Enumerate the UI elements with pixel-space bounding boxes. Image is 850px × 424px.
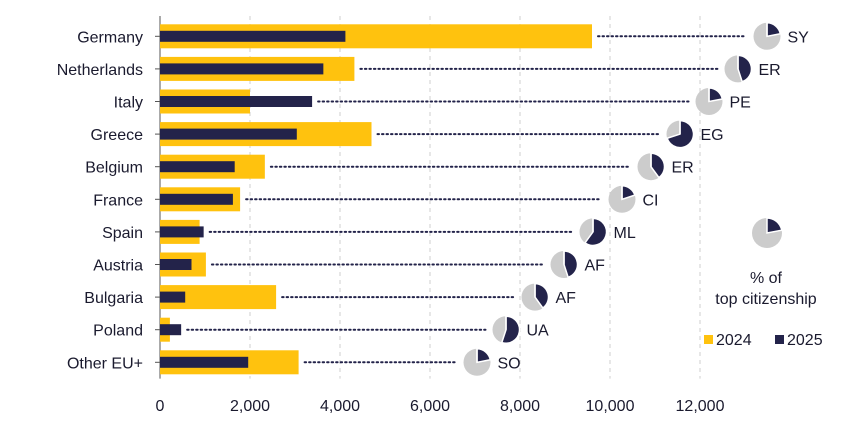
x-tick-label: 8,000	[500, 398, 540, 415]
bar-2025	[160, 259, 192, 270]
pie-share	[708, 87, 724, 103]
citizenship-code: PE	[730, 95, 751, 112]
legend: % of top citizenship 2024 2025	[704, 217, 823, 349]
category-label: Poland	[93, 323, 143, 340]
pie-share	[737, 54, 753, 83]
category-label: Austria	[93, 258, 143, 275]
category-label: Other EU+	[67, 355, 143, 372]
legend-label-2025: 2025	[787, 332, 823, 349]
bar-2025	[160, 193, 233, 205]
x-tick-label: 6,000	[410, 398, 450, 415]
category-label: France	[93, 192, 143, 209]
citizenship-code: ML	[614, 225, 636, 242]
legend-pie-label: % of top citizenship	[715, 270, 816, 308]
pie-share	[563, 250, 579, 279]
x-tick-label: 10,000	[586, 398, 635, 415]
citizenship-code: AF	[556, 290, 577, 307]
bar-2025	[160, 226, 204, 238]
bar-2025	[160, 63, 324, 75]
legend-label-2024: 2024	[716, 332, 752, 349]
pie-share	[534, 282, 550, 310]
category-label: Germany	[77, 29, 143, 46]
bars	[160, 24, 592, 375]
leader-lines	[186, 35, 748, 364]
x-tick-label: 0	[156, 398, 165, 415]
category-label: Bulgaria	[84, 290, 143, 307]
bar-2025	[160, 96, 313, 107]
legend-swatch-2024	[704, 335, 713, 344]
citizenship-code: ER	[672, 160, 694, 177]
citizenship-code: SO	[498, 355, 521, 372]
category-label: Netherlands	[57, 62, 143, 79]
citizenship-code: SY	[788, 29, 810, 46]
citizenship-code: UA	[527, 323, 550, 340]
pie-share	[476, 348, 492, 364]
bar-2025	[160, 356, 249, 368]
category-label: Greece	[91, 127, 144, 144]
category-labels: Germany Netherlands Italy Greece Belgium Fran…	[57, 29, 160, 372]
category-label: Belgium	[85, 160, 143, 177]
citizenship-code: ER	[759, 62, 781, 79]
bar-2025	[160, 128, 297, 140]
bar-2025	[160, 161, 235, 173]
x-tick-label: 4,000	[320, 398, 360, 415]
legend-swatch-2025	[775, 335, 784, 344]
legend-pie-share	[766, 217, 783, 234]
pies: SY ER PE EG ER CI ML AF AF UA SO	[463, 22, 810, 376]
bar-2025	[160, 291, 186, 303]
x-tick-label: 2,000	[230, 398, 270, 415]
bar-2025	[160, 30, 346, 42]
pie-share	[584, 217, 608, 247]
bar-2025	[160, 324, 182, 336]
citizenship-code: AF	[585, 258, 606, 275]
category-label: Spain	[102, 225, 143, 242]
x-tick-label: 12,000	[676, 398, 725, 415]
pie-share	[766, 22, 782, 38]
category-label: Italy	[114, 95, 143, 112]
x-tick-labels: 0 2,000 4,000 6,000 8,000 10,000 12,000	[156, 398, 725, 415]
citizenship-code: EG	[701, 127, 724, 144]
pie-share	[650, 152, 666, 179]
citizenship-code: CI	[643, 192, 659, 209]
